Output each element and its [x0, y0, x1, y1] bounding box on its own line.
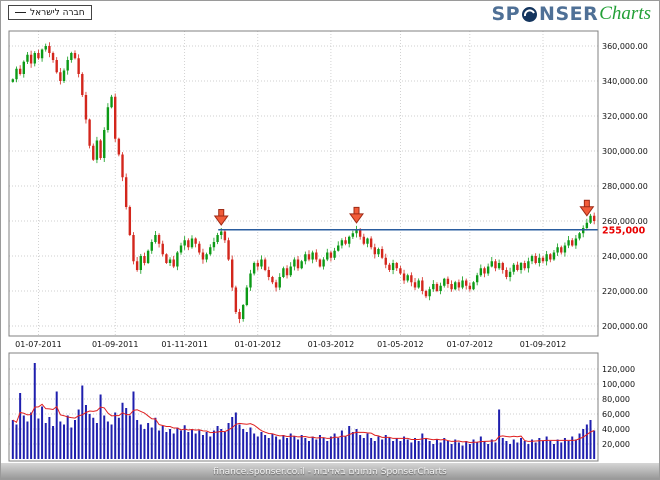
svg-text:01-07-2012: 01-07-2012	[447, 340, 494, 349]
logo-text-charts: Charts	[599, 3, 651, 24]
svg-text:340,000.00: 340,000.00	[602, 77, 648, 86]
svg-text:100,000: 100,000	[602, 380, 635, 389]
svg-text:01-03-2012: 01-03-2012	[308, 340, 355, 349]
chart-area[interactable]: 360,000.00 340,000.00 320,000.00 300,000.00…	[1, 29, 659, 463]
candlestick-volume-chart[interactable]: 360,000.00 340,000.00 320,000.00 300,000.00…	[1, 29, 660, 463]
footer-credit[interactable]: finance.sponser.co.il - הנתונים באדיבות …	[213, 467, 447, 477]
svg-text:01-01-2012: 01-01-2012	[235, 340, 282, 349]
svg-text:300,000.00: 300,000.00	[602, 147, 648, 156]
svg-text:60,000: 60,000	[602, 410, 630, 419]
svg-text:120,000: 120,000	[602, 365, 635, 374]
svg-text:200,000.00: 200,000.00	[602, 322, 648, 331]
svg-text:01-05-2012: 01-05-2012	[377, 340, 424, 349]
svg-text:80,000: 80,000	[602, 395, 630, 404]
svg-text:01-09-2011: 01-09-2011	[92, 340, 139, 349]
sponser-charts-logo[interactable]: SP NSER Charts	[491, 3, 651, 25]
logo-globe-icon	[521, 6, 538, 23]
svg-text:20,000: 20,000	[602, 440, 630, 449]
svg-text:01-07-2011: 01-07-2011	[15, 340, 62, 349]
series-line-icon	[15, 12, 26, 13]
svg-text:280,000.00: 280,000.00	[602, 182, 648, 191]
footer-bar: finance.sponser.co.il - הנתונים באדיבות …	[1, 463, 659, 479]
svg-text:255,000: 255,000	[602, 225, 646, 236]
svg-text:240,000.00: 240,000.00	[602, 252, 648, 261]
series-name: חברה לישראל	[30, 7, 85, 18]
svg-text:01-09-2012: 01-09-2012	[520, 340, 567, 349]
logo-text-nser: NSER	[539, 3, 599, 25]
svg-text:40,000: 40,000	[602, 425, 630, 434]
svg-text:01-11-2011: 01-11-2011	[161, 340, 208, 349]
series-legend[interactable]: חברה לישראל	[8, 5, 92, 20]
chart-header: חברה לישראל SP NSER Charts	[1, 1, 659, 29]
logo-text-sp: SP	[491, 3, 521, 25]
svg-text:320,000.00: 320,000.00	[602, 112, 648, 121]
svg-text:260,000.00: 260,000.00	[602, 217, 648, 226]
svg-text:360,000.00: 360,000.00	[602, 42, 648, 51]
svg-text:220,000.00: 220,000.00	[602, 287, 648, 296]
